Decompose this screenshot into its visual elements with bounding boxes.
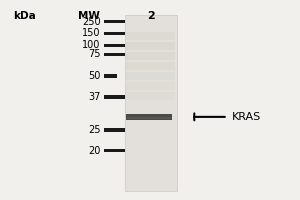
- Bar: [126, 92, 176, 100]
- Text: 25: 25: [88, 125, 101, 135]
- Bar: [125, 114, 172, 120]
- Text: 2: 2: [148, 11, 155, 21]
- Bar: [104, 53, 124, 56]
- Bar: [104, 32, 124, 35]
- Bar: [126, 82, 176, 90]
- Bar: [126, 62, 176, 70]
- Text: 75: 75: [88, 49, 101, 59]
- Text: MW: MW: [78, 11, 100, 21]
- Bar: [104, 128, 124, 132]
- Bar: [104, 74, 117, 78]
- Text: KRAS: KRAS: [232, 112, 261, 122]
- Text: 250: 250: [82, 17, 101, 27]
- Bar: [104, 149, 124, 152]
- Bar: [127, 117, 171, 119]
- Text: 150: 150: [82, 28, 101, 38]
- Text: kDa: kDa: [13, 11, 35, 21]
- Bar: [126, 32, 176, 40]
- Bar: [104, 20, 124, 23]
- Text: 100: 100: [82, 40, 101, 50]
- Text: 37: 37: [88, 92, 101, 102]
- Bar: [126, 42, 176, 50]
- Bar: [124, 15, 177, 191]
- Text: 50: 50: [88, 71, 101, 81]
- Bar: [126, 72, 176, 80]
- Bar: [104, 95, 124, 99]
- Bar: [104, 44, 124, 47]
- Bar: [126, 52, 176, 60]
- Text: 20: 20: [88, 146, 101, 156]
